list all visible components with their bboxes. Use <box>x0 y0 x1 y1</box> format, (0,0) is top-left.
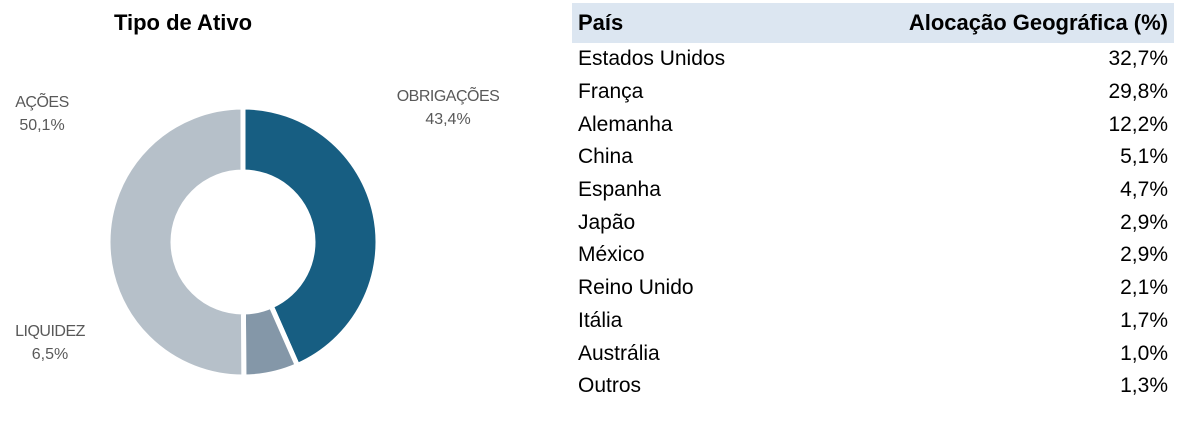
allocation-cell: 2,9% <box>1120 243 1168 267</box>
country-cell: México <box>578 243 645 267</box>
country-cell: Alemanha <box>578 112 673 136</box>
table-row: Outros 1,3% <box>572 370 1174 403</box>
header-cell: País <box>572 3 795 43</box>
table-row: Estados Unidos 32,7% <box>572 43 1174 76</box>
donut-slice <box>105 104 247 380</box>
header-cell: Alocação Geográfica (%) <box>794 3 1174 43</box>
slice-value: 50,1% <box>19 117 64 134</box>
allocation-cell: 1,3% <box>1120 374 1168 398</box>
table-row: Itália 1,7% <box>572 305 1174 338</box>
slice-label: OBRIGAÇÕES <box>397 85 500 105</box>
allocation-cell: 5,1% <box>1120 145 1168 169</box>
allocation-table: País Alocação Geográfica (%) Estados Uni… <box>572 3 1174 403</box>
allocation-cell: 2,1% <box>1120 276 1168 300</box>
slice-label: AÇÕES <box>15 91 69 111</box>
allocation-cell: 12,2% <box>1108 112 1168 136</box>
country-cell: China <box>578 145 633 169</box>
country-cell: Japão <box>578 210 636 234</box>
country-cell: Reino Unido <box>578 276 694 300</box>
allocation-cell: 29,8% <box>1108 80 1168 104</box>
country-cell: Estados Unidos <box>578 47 726 71</box>
country-cell: Espanha <box>578 178 661 202</box>
chart: Tipo de Ativo OBRIGAÇÕES 43,4% LIQUIDEZ 6,5… <box>15 10 500 380</box>
table-row: México 2,9% <box>572 239 1174 272</box>
chart-title: Tipo de Ativo <box>114 10 252 35</box>
slice-value: 43,4% <box>425 111 470 128</box>
table-row: França 29,8% <box>572 76 1174 109</box>
table-row: Reino Unido 2,1% <box>572 272 1174 305</box>
donut-slice <box>240 104 381 369</box>
table-row: China 5,1% <box>572 141 1174 174</box>
allocation-cell: 4,7% <box>1120 178 1168 202</box>
table-row: Japão 2,9% <box>572 206 1174 239</box>
allocation-cell: 32,7% <box>1108 47 1168 71</box>
allocation-cell: 1,7% <box>1120 308 1168 332</box>
table-body: Estados Unidos 32,7% França 29,8% Alemanha 12… <box>572 43 1174 403</box>
allocation-cell: 1,0% <box>1120 341 1168 365</box>
country-cell: França <box>578 80 644 104</box>
country-cell: Itália <box>578 308 623 332</box>
country-cell: Austrália <box>578 341 660 365</box>
country-cell: Outros <box>578 374 642 398</box>
allocation-cell: 2,9% <box>1120 210 1168 234</box>
slice-label: LIQUIDEZ <box>15 323 86 340</box>
table-row: Alemanha 12,2% <box>572 108 1174 141</box>
header-row: País Alocação Geográfica (%) <box>572 3 1174 43</box>
table-row: Austrália 1,0% <box>572 337 1174 370</box>
slice-value: 6,5% <box>32 346 68 363</box>
table-row: Espanha 4,7% <box>572 174 1174 207</box>
